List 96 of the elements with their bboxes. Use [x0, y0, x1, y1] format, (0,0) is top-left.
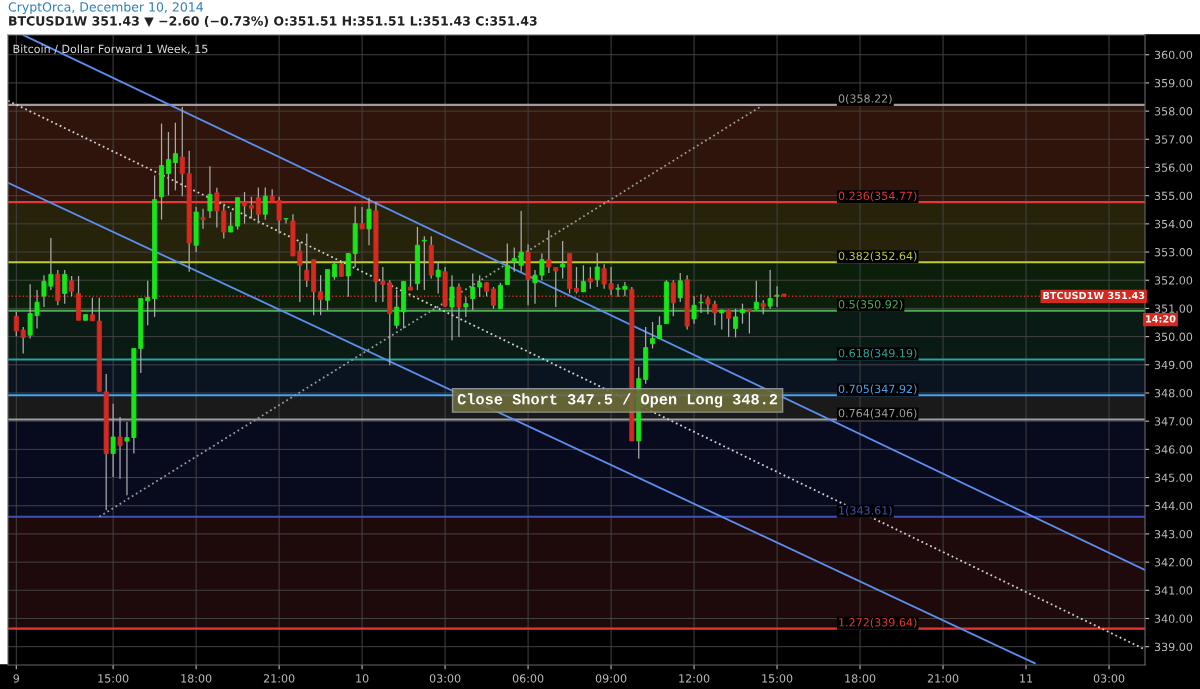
- candlestick: [394, 289, 400, 330]
- ref-line-label: 0.5(350.92): [838, 299, 903, 310]
- candlestick: [242, 191, 248, 225]
- y-tick-label: 345.00: [1154, 473, 1193, 482]
- candlestick: [304, 232, 310, 288]
- candlestick: [62, 269, 68, 305]
- candlestick: [587, 266, 593, 290]
- candlestick: [698, 293, 704, 314]
- ref-line-label: BTCUSD1W 351.43: [1043, 291, 1145, 300]
- candlestick: [753, 280, 759, 311]
- text: Bitcoin / Dollar Forward 1 Week, 15: [13, 44, 208, 55]
- candlestick: [165, 131, 171, 197]
- y-tick-label: 358.00: [1154, 107, 1193, 116]
- candlestick: [435, 261, 441, 295]
- chart-subtitle: BTCUSD1W 351.43 ▼ −2.60 (−0.73%) O:351.51 H:351.51 L:351.43 C:351.43: [9, 15, 537, 28]
- x-tick-label: 09:00: [595, 674, 627, 683]
- annotation: Close Short 347.5 / Open Long 348.2: [457, 393, 778, 408]
- y-tick-label: 356.00: [1154, 163, 1193, 172]
- y-tick-label: 347.00: [1154, 417, 1193, 426]
- x-tick-label: 06:00: [512, 674, 544, 683]
- candlestick: [366, 197, 372, 246]
- y-tick-label: 359.00: [1154, 78, 1193, 88]
- x-tick-label: 18:00: [181, 674, 212, 683]
- x-tick-label: 18:00: [845, 674, 876, 683]
- ref-line-label: 1.272(339.64): [839, 617, 917, 628]
- candlestick: [449, 274, 455, 341]
- candlestick: [200, 208, 206, 230]
- y-tick-label: 353.00: [1154, 248, 1193, 257]
- candlestick: [172, 122, 178, 191]
- x-tick-label: 15:00: [762, 674, 793, 683]
- x-tick-label: 15:00: [98, 674, 129, 683]
- candlestick: [774, 285, 780, 308]
- y-tick-label: 351.00: [1154, 304, 1193, 313]
- candlestick: [207, 165, 213, 219]
- y-tick-label: 352.00: [1154, 276, 1193, 285]
- ref-line-label: 0.236(354.77): [838, 191, 917, 202]
- candlestick: [248, 196, 254, 220]
- candlestick: [677, 272, 683, 303]
- x-tick-label: 10: [356, 674, 369, 683]
- y-tick-label: 360.00: [1154, 50, 1193, 60]
- y-tick-label: 357.00: [1154, 135, 1193, 144]
- candlestick: [650, 321, 656, 350]
- candlestick: [560, 240, 566, 280]
- candlestick: [262, 186, 268, 221]
- candlestick: [739, 303, 745, 325]
- candlestick: [670, 279, 676, 317]
- candlestick: [89, 297, 95, 322]
- candlestick: [255, 186, 261, 225]
- candlestick: [580, 264, 586, 293]
- x-tick-label: 03:00: [1093, 674, 1125, 683]
- ref-line-label: 0.618(349.19): [838, 348, 917, 359]
- candlestick: [477, 274, 483, 298]
- y-tick-label: 354.00: [1154, 219, 1193, 229]
- candlestick: [594, 252, 600, 288]
- y-tick-label: 348.00: [1154, 388, 1193, 398]
- candlestick: [456, 282, 462, 338]
- annotation: 14:20: [1146, 315, 1176, 323]
- ref-line-label: 0.764(347.06): [838, 408, 917, 419]
- candlestick: [657, 315, 662, 340]
- candlestick: [746, 308, 752, 335]
- y-tick-label: 341.00: [1154, 586, 1193, 595]
- candlestick: [691, 295, 697, 325]
- x-tick-label: 12:00: [679, 674, 710, 683]
- candlestick: [767, 269, 773, 310]
- ref-line-label: 0.705(347.92): [838, 384, 917, 395]
- y-tick-label: 344.00: [1154, 501, 1193, 511]
- candlestick: [470, 272, 476, 311]
- y-tick-label: 346.00: [1154, 445, 1193, 454]
- ref-line-label: 0(358.22): [838, 94, 892, 105]
- y-tick-label: 349.00: [1154, 360, 1193, 370]
- x-tick-label: 21:00: [927, 674, 959, 683]
- ref-line-label: 1(343.61): [839, 505, 892, 516]
- y-tick-label: 355.00: [1154, 191, 1193, 201]
- candlestick: [726, 308, 732, 338]
- x-tick-label: 9: [13, 674, 20, 683]
- candlestick: [504, 242, 510, 286]
- candlestick: [359, 206, 365, 230]
- ref-line-label: 0.382(352.64): [838, 251, 917, 262]
- candlestick: [463, 296, 469, 318]
- candlestick: [283, 217, 289, 225]
- y-tick-label: 343.00: [1154, 529, 1193, 539]
- candlestick: [574, 266, 579, 295]
- candlestick: [733, 308, 739, 339]
- candlestick: [497, 282, 503, 310]
- x-tick-label: 03:00: [429, 674, 461, 683]
- text: CryptOrca, December 10, 2014: [8, 1, 204, 15]
- y-tick-label: 350.00: [1154, 332, 1193, 341]
- candlestick: [719, 308, 725, 331]
- candlestick: [228, 211, 234, 233]
- x-tick-label: 11: [1020, 674, 1033, 683]
- x-tick-label: 21:00: [263, 674, 295, 683]
- y-tick-label: 342.00: [1154, 558, 1193, 567]
- candlestick: [421, 235, 427, 291]
- y-tick-label: 340.00: [1154, 614, 1193, 623]
- candlestick: [408, 262, 414, 291]
- y-tick-label: 339.00: [1154, 642, 1193, 652]
